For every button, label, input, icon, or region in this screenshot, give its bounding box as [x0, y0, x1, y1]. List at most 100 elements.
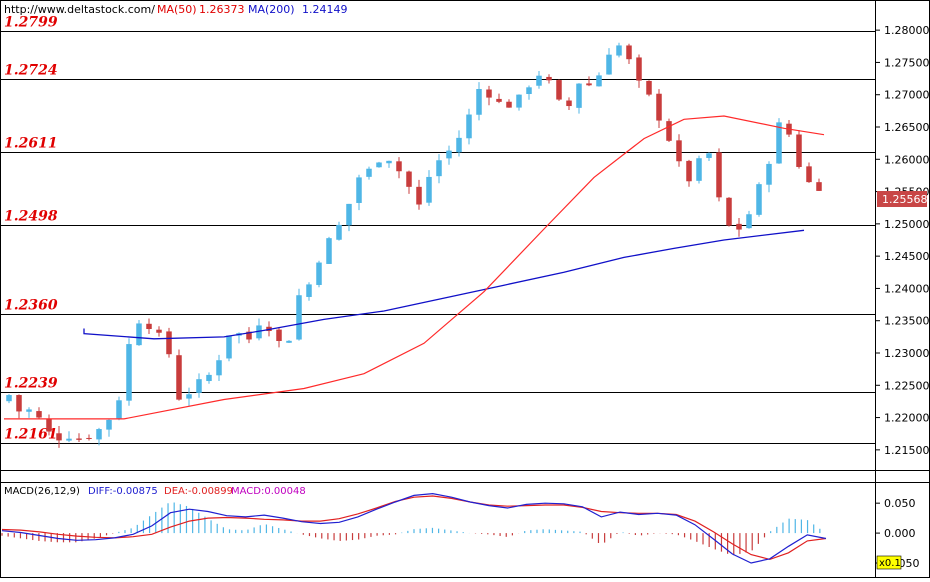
candle	[696, 155, 702, 184]
candle	[206, 372, 212, 384]
candle	[376, 161, 382, 168]
candle	[686, 159, 692, 187]
candle	[626, 43, 632, 65]
candle	[476, 82, 482, 121]
candle	[496, 93, 502, 104]
candle	[116, 396, 122, 421]
candle	[526, 85, 532, 100]
candle	[46, 414, 52, 436]
macd-name: MACD(26,12,9)	[4, 486, 80, 497]
candle	[656, 89, 662, 129]
candle	[516, 94, 522, 111]
price-tick-label: 1.26500	[884, 121, 930, 134]
level-label: 1.2498	[4, 209, 58, 225]
candle	[606, 48, 612, 75]
scale-badge-label: x0.1	[879, 558, 901, 569]
candle	[776, 118, 782, 164]
price-tick-label: 1.27500	[884, 56, 930, 69]
candle	[226, 335, 232, 362]
site-url: http://www.deltastock.com/	[4, 3, 155, 16]
level-label: 1.2611	[4, 136, 58, 152]
ma50-line	[4, 115, 825, 420]
candle	[76, 433, 82, 443]
candle	[366, 166, 372, 180]
current-price-badge	[877, 191, 927, 207]
candle	[426, 170, 432, 206]
price-tick-label: 1.23000	[884, 347, 930, 360]
candle	[556, 79, 562, 101]
scale-badge	[876, 555, 902, 570]
macd-hist-label: MACD:0.00048	[231, 486, 306, 497]
candle	[736, 218, 742, 237]
candle	[126, 338, 132, 406]
current-price-value: 1.25568	[882, 193, 928, 206]
level-label: 1.2799	[4, 15, 58, 31]
ma200-value: 1.24149	[302, 3, 348, 16]
dea-line	[1, 495, 827, 561]
candle	[596, 72, 602, 87]
candle	[586, 76, 592, 87]
price-tick-label: 1.23500	[884, 315, 930, 328]
candle	[446, 145, 452, 165]
macd-tick-label: 0.000	[884, 527, 916, 540]
price-axis: 1.28000 1.27500 1.27000 1.26500 1.26000 1.255…	[875, 24, 930, 457]
candlestick-series	[6, 42, 822, 448]
candle	[416, 179, 422, 210]
candle	[326, 236, 332, 264]
candle	[86, 434, 92, 441]
candle	[66, 431, 72, 443]
candle	[536, 71, 542, 89]
candle	[356, 174, 362, 211]
ma50-value: 1.26373	[199, 3, 245, 16]
level-label: 1.2724	[4, 63, 58, 79]
level-label: 1.2161	[4, 427, 58, 443]
candle	[36, 407, 42, 420]
price-tick-label: 1.22000	[884, 412, 930, 425]
candle	[646, 80, 652, 97]
macd-tick-label: 0.050	[884, 497, 916, 510]
candle	[766, 161, 772, 193]
candle	[506, 99, 512, 108]
candle	[666, 118, 672, 143]
price-tick-label: 1.25000	[884, 218, 930, 231]
price-tick-label: 1.27000	[884, 89, 930, 102]
candle	[176, 349, 182, 401]
candle	[456, 130, 462, 157]
price-tick-label: 1.26000	[884, 153, 930, 166]
candle	[466, 108, 472, 145]
candle	[716, 148, 722, 202]
level-label: 1.2360	[4, 298, 58, 314]
macd-histogram	[1, 502, 821, 556]
candle	[346, 203, 352, 232]
price-tick-label: 1.24500	[884, 250, 930, 263]
candle	[296, 288, 302, 341]
candle	[796, 130, 802, 169]
candle	[276, 327, 282, 348]
candle	[576, 83, 582, 114]
ma200-line	[83, 229, 805, 340]
candle	[216, 354, 222, 382]
candle	[16, 394, 22, 419]
candle	[166, 327, 172, 358]
candle	[396, 157, 402, 179]
candle	[436, 154, 442, 184]
candle	[156, 326, 162, 337]
support-resistance-levels: 1.2799 1.2724 1.2611 1.2498 1.2360 1.2239 1.21…	[0, 15, 875, 444]
level-label: 1.2239	[4, 376, 58, 392]
candle	[196, 373, 202, 398]
candle	[186, 387, 192, 407]
candle	[726, 197, 732, 227]
ma200-label: MA(200)	[248, 3, 295, 16]
candle	[246, 327, 252, 344]
macd-diff-label: DIFF:-0.00875	[88, 486, 158, 497]
candle	[546, 74, 552, 84]
price-tick-label: 1.21500	[884, 444, 930, 457]
candle	[306, 282, 312, 301]
price-tick-label: 1.22500	[884, 379, 930, 392]
candle	[386, 160, 392, 168]
candle	[286, 340, 292, 343]
candle	[816, 178, 822, 191]
diff-line	[1, 492, 827, 564]
